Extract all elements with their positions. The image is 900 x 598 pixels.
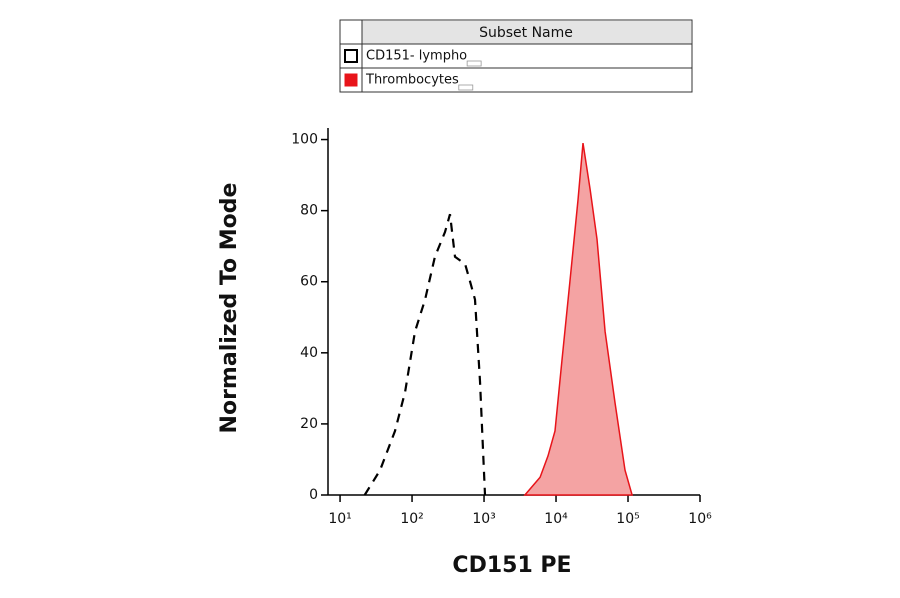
legend-marker — [458, 84, 474, 91]
y-axis-title: Normalized To Mode — [217, 183, 242, 434]
x-tick-label: 10⁵ — [616, 511, 639, 527]
y-tick-label: 40 — [300, 345, 318, 361]
legend-swatch — [344, 73, 358, 87]
x-axis-title: CD151 PE — [452, 553, 571, 578]
y-tick-label: 100 — [291, 132, 318, 148]
x-tick-label: 10² — [400, 511, 423, 527]
y-tick-label: 60 — [300, 274, 318, 290]
legend-label: CD151- lympho — [366, 49, 467, 64]
x-tick-label: 10⁶ — [688, 511, 712, 527]
legend-header-bg — [362, 21, 691, 44]
y-tick-label: 80 — [300, 203, 318, 219]
legend-header: Subset Name — [479, 25, 573, 41]
legend-marker — [466, 60, 482, 67]
histogram-curve — [523, 142, 634, 496]
histogram-curve — [363, 213, 487, 496]
x-tick-label: 10⁴ — [544, 511, 568, 527]
x-tick-label: 10³ — [472, 511, 495, 527]
legend-label: Thrombocytes — [365, 73, 459, 88]
y-tick-label: 20 — [300, 416, 318, 432]
y-tick-label: 0 — [309, 487, 318, 503]
x-tick-label: 10¹ — [328, 511, 351, 527]
legend-swatch — [344, 49, 358, 63]
